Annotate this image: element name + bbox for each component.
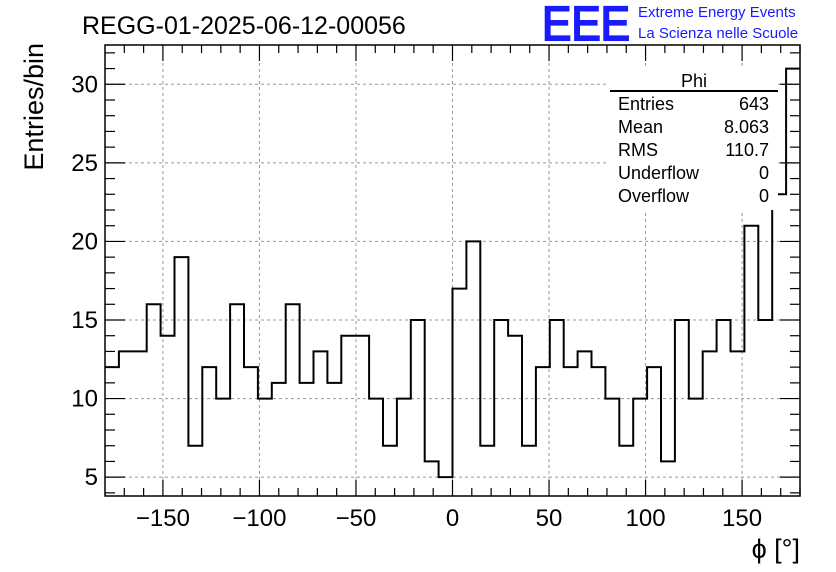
histogram-line	[105, 67, 800, 479]
x-tick-label: −50	[336, 505, 377, 532]
eee-logo: EEE Extreme Energy Events La Scienza nel…	[541, 0, 798, 52]
y-tick-label: 20	[71, 228, 98, 255]
x-tick-labels: −150 −100 −50 0 50 100 150	[136, 505, 762, 532]
stats-row-label: Overflow	[618, 186, 690, 206]
stats-box-title: Phi	[681, 71, 707, 91]
y-tick-label: 5	[85, 464, 98, 491]
x-tick-label: 100	[626, 505, 666, 532]
stats-row-value: 0	[759, 163, 769, 183]
x-axis-label: ϕ [°]	[752, 534, 800, 564]
axis-ticks	[105, 45, 801, 496]
stats-row-label: RMS	[618, 140, 658, 160]
stats-row-label: Underflow	[618, 163, 700, 183]
eee-logo-text: EEE	[542, 0, 630, 51]
logo-line-1: Extreme Energy Events	[638, 4, 796, 21]
x-tick-label: 150	[722, 505, 762, 532]
y-tick-label: 10	[71, 386, 98, 413]
x-tick-label: 0	[446, 505, 459, 532]
stats-box: Phi Entries 643 Mean 8.063 RMS 110.7 Underflow…	[608, 68, 778, 210]
logo-line-2: La Scienza nelle Scuole	[638, 25, 798, 42]
stats-row-value: 0	[759, 186, 769, 206]
stats-row-value: 8.063	[724, 117, 769, 137]
y-axis-label: Entries/bin	[19, 43, 49, 171]
x-tick-label: 50	[536, 505, 563, 532]
y-tick-label: 15	[71, 307, 98, 334]
x-tick-label: −150	[136, 505, 190, 532]
stats-row-label: Mean	[618, 117, 663, 137]
chart-title: REGG-01-2025-06-12-00056	[82, 12, 406, 40]
y-tick-label: 30	[71, 71, 98, 98]
stats-row-value: 110.7	[725, 140, 769, 160]
y-tick-labels: 5 10 15 20 25 30	[71, 71, 98, 491]
x-tick-label: −100	[232, 505, 286, 532]
stats-row-value: 643	[739, 94, 769, 114]
stats-box-rows: Entries 643 Mean 8.063 RMS 110.7 Underflow 0 Ove…	[618, 94, 769, 206]
plot-frame	[104, 44, 801, 497]
y-tick-label: 25	[71, 150, 98, 177]
stats-row-label: Entries	[618, 94, 674, 114]
